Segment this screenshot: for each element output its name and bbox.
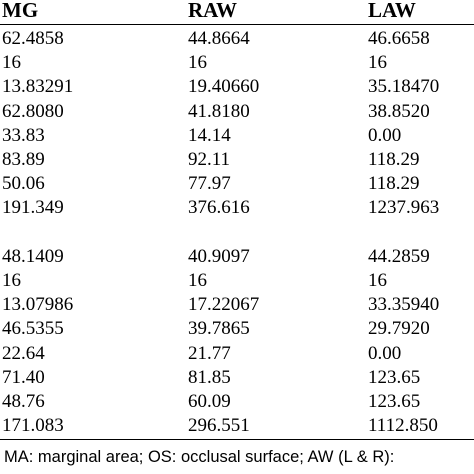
table-cell: 16: [368, 52, 387, 74]
table-cell: 62.8080: [2, 100, 64, 122]
table-cell: 46.6658: [368, 28, 430, 49]
table-cell: 118.29: [368, 173, 420, 195]
table-row: 16 16 16: [0, 269, 474, 293]
table-row: 171.083 296.551 1112.850: [0, 414, 474, 438]
header-law: LAW: [368, 0, 416, 22]
table-row: 33.83 14.14 0.00: [0, 124, 474, 148]
table-cell: 1237.963: [368, 197, 440, 219]
table-row: 16 16 16: [0, 51, 474, 75]
header-mg: MG: [2, 0, 39, 22]
table-cell: 38.8520: [368, 100, 430, 122]
table-cell: 46.5355: [2, 318, 64, 340]
table-cell: 33.83: [2, 124, 45, 146]
table-cell: 123.65: [368, 391, 421, 412]
table-footnote: MA: marginal area; OS: occlusal surface;…: [4, 448, 395, 466]
table-cell: 296.551: [188, 415, 250, 437]
table-cell: 48.1409: [2, 245, 64, 267]
table-cell: 14.14: [188, 124, 231, 146]
table-cell: 33.35940: [368, 294, 440, 316]
table-cell: 123.65: [368, 366, 421, 388]
table-cell: 22.64: [2, 342, 45, 364]
table-cell: 16: [188, 52, 207, 74]
table-cell: 0.00: [368, 342, 402, 364]
table-cell: 13.83291: [2, 76, 74, 98]
table-cell: 71.40: [2, 366, 45, 388]
table-cell: 19.40660: [188, 76, 260, 98]
table-cell: 77.97: [188, 173, 231, 195]
table-cell: 191.349: [2, 197, 64, 219]
table-cell: 62.4858: [2, 28, 64, 49]
table-cell: 16: [2, 270, 21, 291]
table-row: 13.07986 17.22067 33.35940: [0, 293, 474, 317]
table-cell: 44.8664: [188, 28, 250, 49]
table-cell: 41.8180: [188, 100, 250, 122]
table-cell: 92.11: [188, 149, 231, 170]
table-cell: 16: [368, 270, 387, 291]
table-cell: 17.22067: [188, 294, 260, 316]
table-cell: 29.7920: [368, 318, 430, 340]
table-cell: 83.89: [2, 149, 45, 170]
table-row: 13.83291 19.40660 35.18470: [0, 75, 474, 99]
table-cell: 81.85: [188, 366, 231, 388]
table-cell: 0.00: [368, 124, 402, 146]
table-cell: 16: [2, 52, 21, 74]
table-row: 62.4858 44.8664 46.6658: [0, 27, 474, 51]
table-row: [0, 221, 474, 245]
table-cell: 50.06: [2, 173, 45, 195]
table-cell: 1112.850: [368, 415, 438, 437]
table-row: 46.5355 39.7865 29.7920: [0, 317, 474, 341]
table-row: 48.76 60.09 123.65: [0, 390, 474, 414]
table-row: 191.349 376.616 1237.963: [0, 196, 474, 220]
bottom-divider: [0, 439, 474, 440]
header-raw: RAW: [188, 0, 238, 22]
table-row: 48.1409 40.9097 44.2859: [0, 245, 474, 269]
table-cell: 44.2859: [368, 245, 430, 267]
table-cell: 40.9097: [188, 245, 250, 267]
table-cell: 13.07986: [2, 294, 74, 316]
table-cell: 48.76: [2, 391, 45, 412]
table-row: 62.8080 41.8180 38.8520: [0, 100, 474, 124]
table-cell: 60.09: [188, 391, 231, 412]
table-row: 71.40 81.85 123.65: [0, 366, 474, 390]
table-row: 50.06 77.97 118.29: [0, 172, 474, 196]
table-row: 83.89 92.11 118.29: [0, 148, 474, 172]
table-cell: 376.616: [188, 197, 250, 219]
table-header: MG RAW LAW: [0, 0, 474, 24]
header-divider: [0, 24, 474, 25]
table-cell: 171.083: [2, 415, 64, 437]
table-cell: 16: [188, 270, 207, 291]
table-cell: 39.7865: [188, 318, 250, 340]
table-cell: 21.77: [188, 342, 231, 364]
table-cell: 118.29: [368, 149, 420, 170]
table-cell: 35.18470: [368, 76, 440, 98]
table-row: 22.64 21.77 0.00: [0, 342, 474, 366]
